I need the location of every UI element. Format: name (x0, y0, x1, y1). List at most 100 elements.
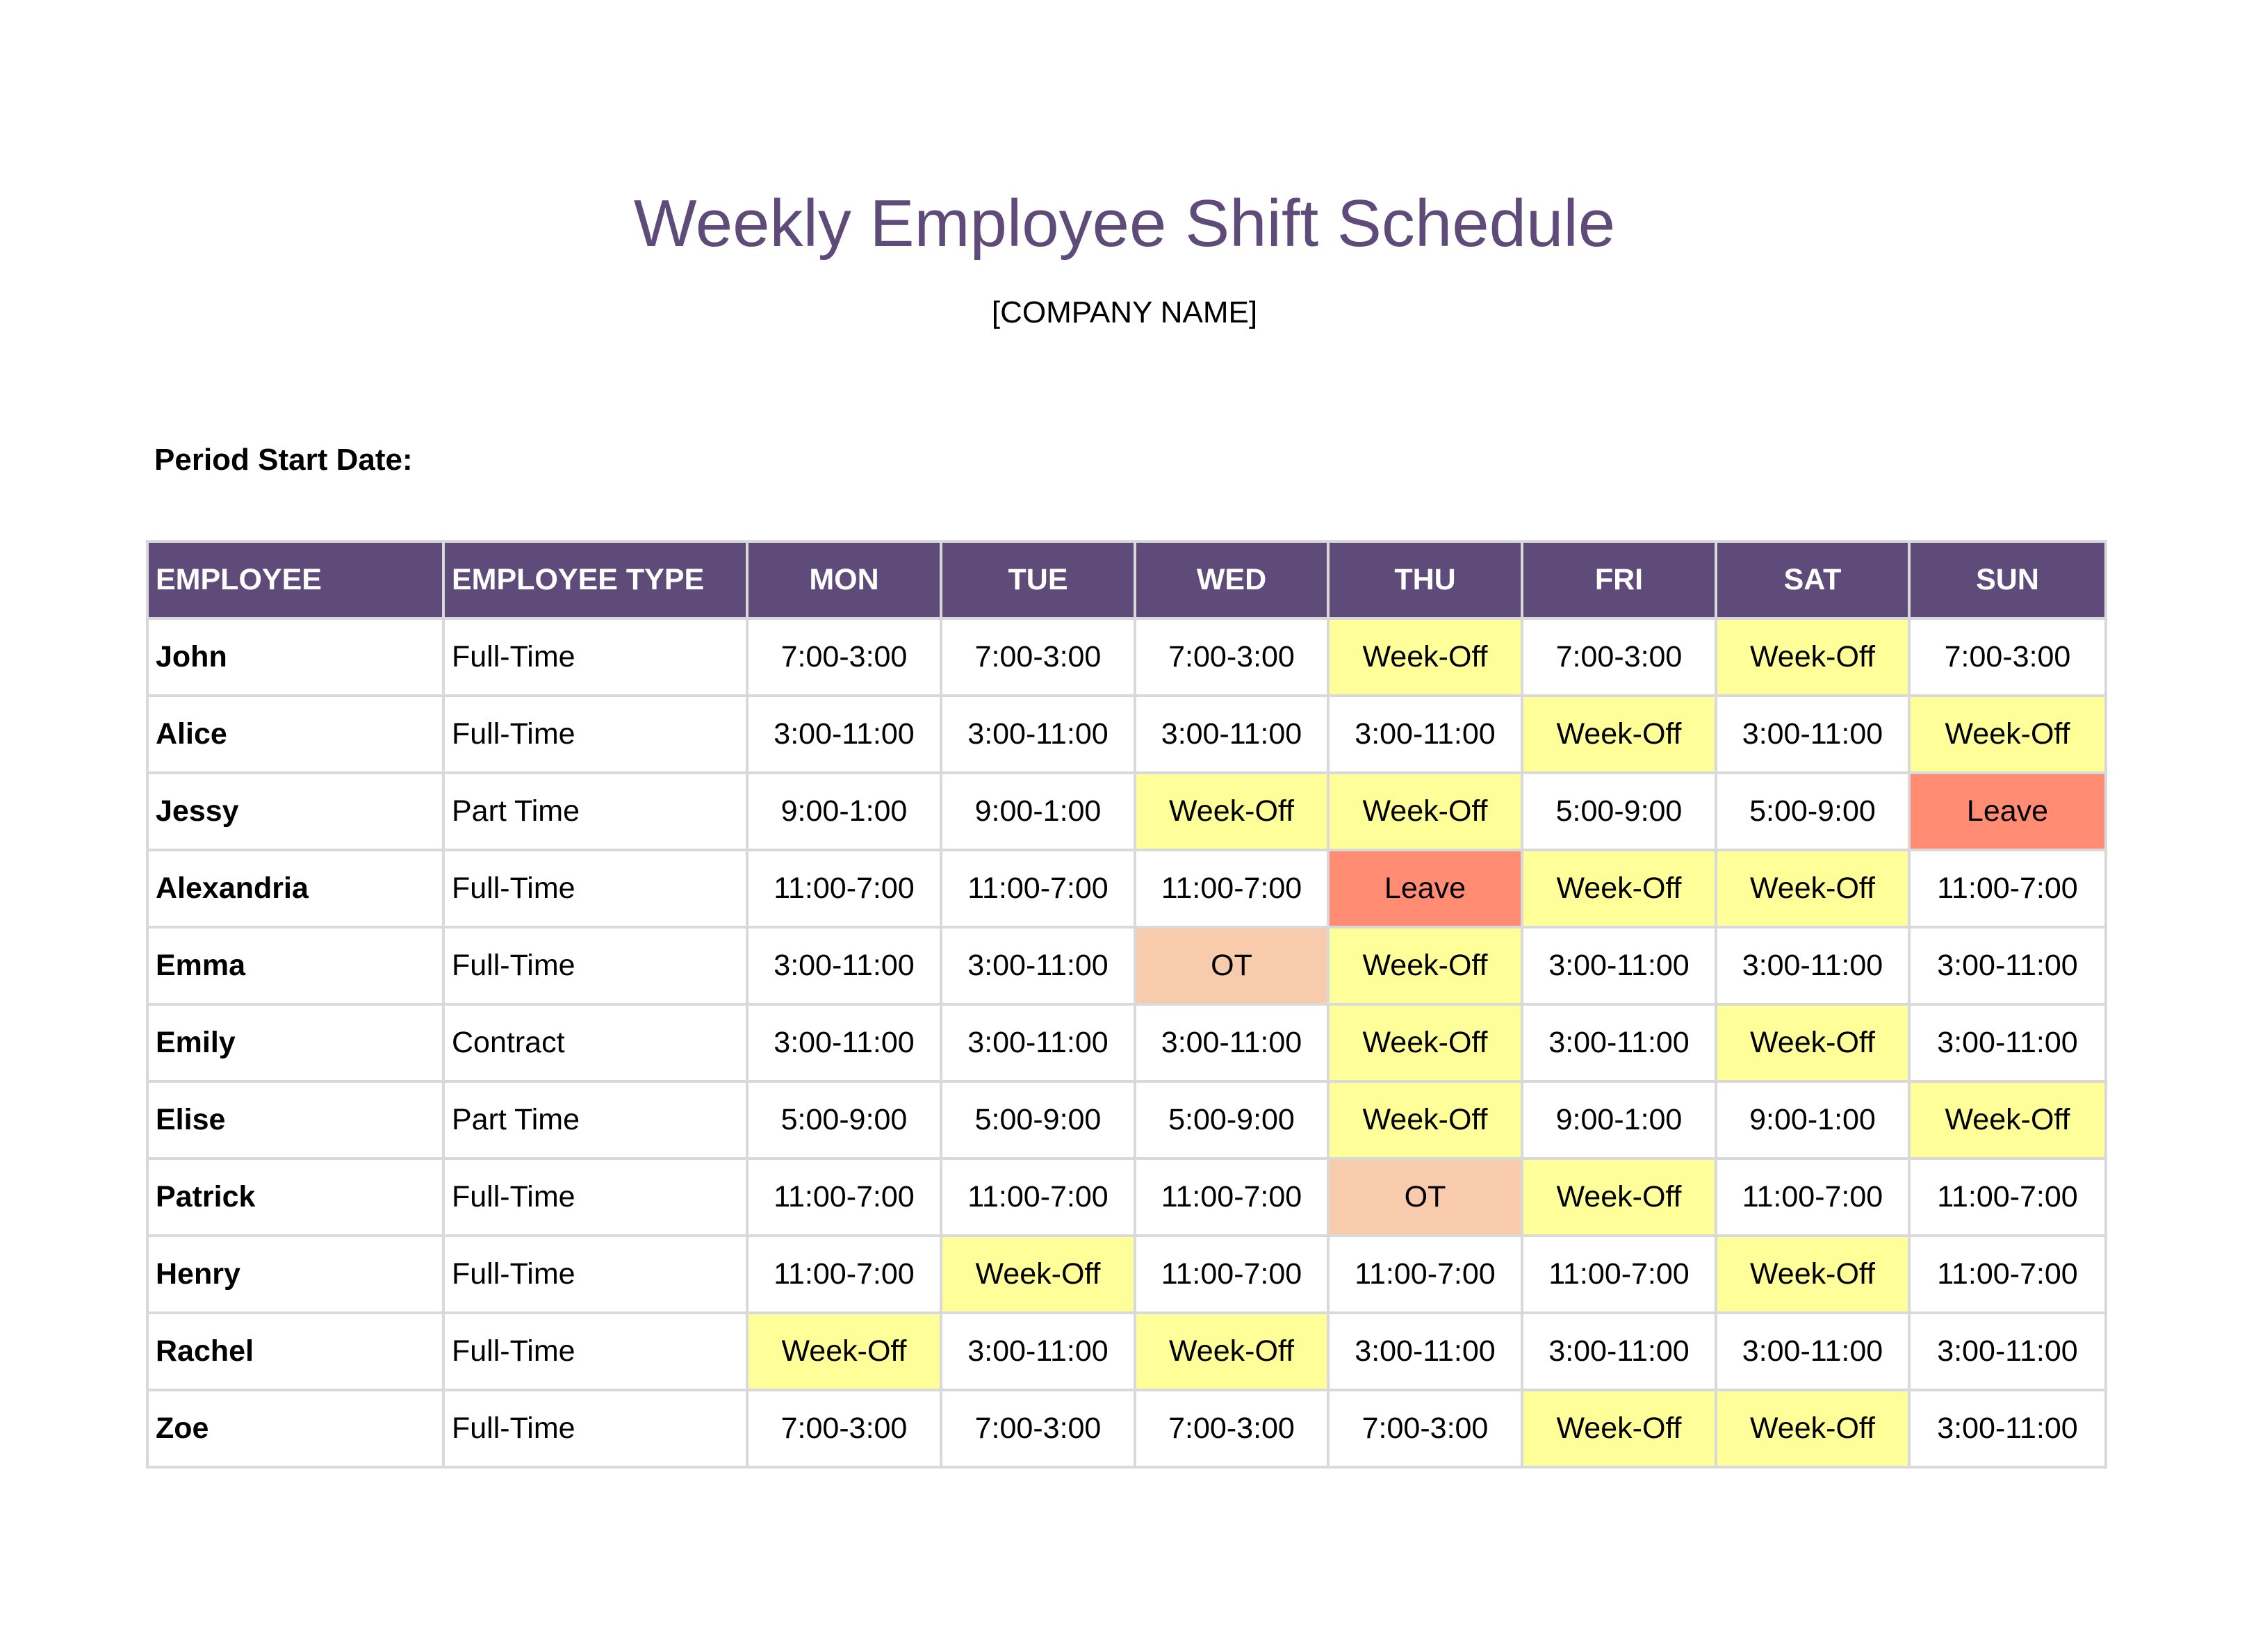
shift-cell: 5:00-9:00 (940, 1080, 1136, 1160)
shift-cell: Week-Off (940, 1234, 1136, 1314)
shift-cell: 11:00-7:00 (1521, 1234, 1717, 1314)
shift-cell: 3:00-11:00 (1327, 694, 1523, 774)
shift-schedule-table: EMPLOYEE EMPLOYEE TYPE MON TUE WED THU FRI SAT S… (146, 540, 2107, 1469)
table-row: Patrick Full-Time 11:00-7:00 11:00-7:00 11:0… (146, 1157, 2107, 1237)
page-title: Weekly Employee Shift Schedule (633, 186, 1616, 261)
shift-cell: 11:00-7:00 (746, 849, 942, 929)
shift-cell: 11:00-7:00 (746, 1234, 942, 1314)
employee-name: Patrick (146, 1157, 445, 1237)
employee-name: John (146, 617, 445, 697)
shift-cell: Week-Off (1521, 849, 1717, 929)
shift-cell: 3:00-11:00 (1521, 926, 1717, 1006)
shift-cell: 5:00-9:00 (1134, 1080, 1330, 1160)
employee-type: Full-Time (442, 1311, 749, 1391)
shift-cell: Week-Off (1327, 617, 1523, 697)
shift-cell: 11:00-7:00 (1715, 1157, 1911, 1237)
shift-cell: 3:00-11:00 (1908, 926, 2107, 1006)
shift-cell: 3:00-11:00 (1715, 1311, 1911, 1391)
table-row: Elise Part Time 5:00-9:00 5:00-9:00 5:00-9:0… (146, 1080, 2107, 1160)
column-header-thu: THU (1327, 540, 1523, 620)
shift-cell: 3:00-11:00 (940, 1003, 1136, 1083)
shift-cell: 5:00-9:00 (1715, 771, 1911, 851)
employee-type: Part Time (442, 1080, 749, 1160)
table-row: John Full-Time 7:00-3:00 7:00-3:00 7:00-3:00… (146, 617, 2107, 697)
shift-cell: 3:00-11:00 (1908, 1003, 2107, 1083)
shift-cell: 7:00-3:00 (1134, 617, 1330, 697)
shift-cell: 3:00-11:00 (746, 694, 942, 774)
shift-cell: 7:00-3:00 (940, 1389, 1136, 1469)
employee-name: Emily (146, 1003, 445, 1083)
shift-cell: 3:00-11:00 (1715, 694, 1911, 774)
period-start-date-label: Period Start Date: (154, 443, 413, 477)
column-header-employee: EMPLOYEE (146, 540, 445, 620)
shift-cell: 3:00-11:00 (940, 1311, 1136, 1391)
shift-cell: 11:00-7:00 (1908, 1234, 2107, 1314)
employee-name: Elise (146, 1080, 445, 1160)
shift-cell: Week-Off (1715, 1389, 1911, 1469)
employee-type: Full-Time (442, 1389, 749, 1469)
shift-cell: OT (1134, 926, 1330, 1006)
shift-cell: 7:00-3:00 (1327, 1389, 1523, 1469)
shift-cell: 5:00-9:00 (746, 1080, 942, 1160)
shift-cell: 3:00-11:00 (1521, 1311, 1717, 1391)
table-row: Alexandria Full-Time 11:00-7:00 11:00-7:00 1… (146, 849, 2107, 929)
column-header-fri: FRI (1521, 540, 1717, 620)
shift-cell: 11:00-7:00 (1908, 1157, 2107, 1237)
table-row: Zoe Full-Time 7:00-3:00 7:00-3:00 7:00-3:00 7… (146, 1389, 2107, 1469)
employee-type: Full-Time (442, 849, 749, 929)
employee-type: Part Time (442, 771, 749, 851)
shift-cell: 9:00-1:00 (746, 771, 942, 851)
employee-name: Rachel (146, 1311, 445, 1391)
shift-cell: 7:00-3:00 (746, 617, 942, 697)
shift-cell: Week-Off (1715, 1234, 1911, 1314)
shift-cell: Week-Off (1521, 1389, 1717, 1469)
employee-name: Jessy (146, 771, 445, 851)
column-header-sun: SUN (1908, 540, 2107, 620)
shift-cell: Week-Off (1715, 1003, 1911, 1083)
shift-cell: Week-Off (1521, 1157, 1717, 1237)
employee-name: Emma (146, 926, 445, 1006)
shift-cell: Leave (1327, 849, 1523, 929)
shift-cell: 3:00-11:00 (940, 926, 1136, 1006)
shift-cell: 3:00-11:00 (1521, 1003, 1717, 1083)
employee-type: Full-Time (442, 694, 749, 774)
employee-type: Full-Time (442, 1157, 749, 1237)
shift-cell: 11:00-7:00 (1327, 1234, 1523, 1314)
employee-name: Zoe (146, 1389, 445, 1469)
employee-name: Henry (146, 1234, 445, 1314)
table-row: Rachel Full-Time Week-Off 3:00-11:00 Week-Of… (146, 1311, 2107, 1391)
shift-cell: 11:00-7:00 (1908, 849, 2107, 929)
shift-cell: 11:00-7:00 (1134, 849, 1330, 929)
shift-cell: Week-Off (1908, 694, 2107, 774)
shift-cell: Week-Off (1327, 1080, 1523, 1160)
shift-cell: Week-Off (1134, 771, 1330, 851)
shift-cell: 3:00-11:00 (1134, 694, 1330, 774)
shift-cell: 7:00-3:00 (1908, 617, 2107, 697)
employee-name: Alice (146, 694, 445, 774)
table-row: Henry Full-Time 11:00-7:00 Week-Off 11:00-7:… (146, 1234, 2107, 1314)
shift-cell: 11:00-7:00 (1134, 1157, 1330, 1237)
shift-cell: 11:00-7:00 (940, 1157, 1136, 1237)
shift-cell: 3:00-11:00 (1908, 1389, 2107, 1469)
table-row: Jessy Part Time 9:00-1:00 9:00-1:00 Week-Off… (146, 771, 2107, 851)
shift-cell: Week-Off (1715, 849, 1911, 929)
shift-cell: Week-Off (1521, 694, 1717, 774)
shift-cell: Week-Off (1715, 617, 1911, 697)
employee-name: Alexandria (146, 849, 445, 929)
shift-cell: Leave (1908, 771, 2107, 851)
shift-cell: 7:00-3:00 (1521, 617, 1717, 697)
shift-cell: 9:00-1:00 (1521, 1080, 1717, 1160)
shift-cell: 5:00-9:00 (1521, 771, 1717, 851)
column-header-mon: MON (746, 540, 942, 620)
shift-cell: Week-Off (746, 1311, 942, 1391)
shift-cell: 3:00-11:00 (1327, 1311, 1523, 1391)
shift-cell: 3:00-11:00 (1715, 926, 1911, 1006)
shift-cell: 3:00-11:00 (746, 1003, 942, 1083)
table-row: Emily Contract 3:00-11:00 3:00-11:00 3:00-11… (146, 1003, 2107, 1083)
employee-type: Full-Time (442, 617, 749, 697)
shift-cell: Week-Off (1327, 1003, 1523, 1083)
shift-cell: 3:00-11:00 (1908, 1311, 2107, 1391)
table-row: Emma Full-Time 3:00-11:00 3:00-11:00 OT Week-… (146, 926, 2107, 1006)
company-name: [COMPANY NAME] (991, 295, 1258, 329)
column-header-employee-type: EMPLOYEE TYPE (442, 540, 749, 620)
